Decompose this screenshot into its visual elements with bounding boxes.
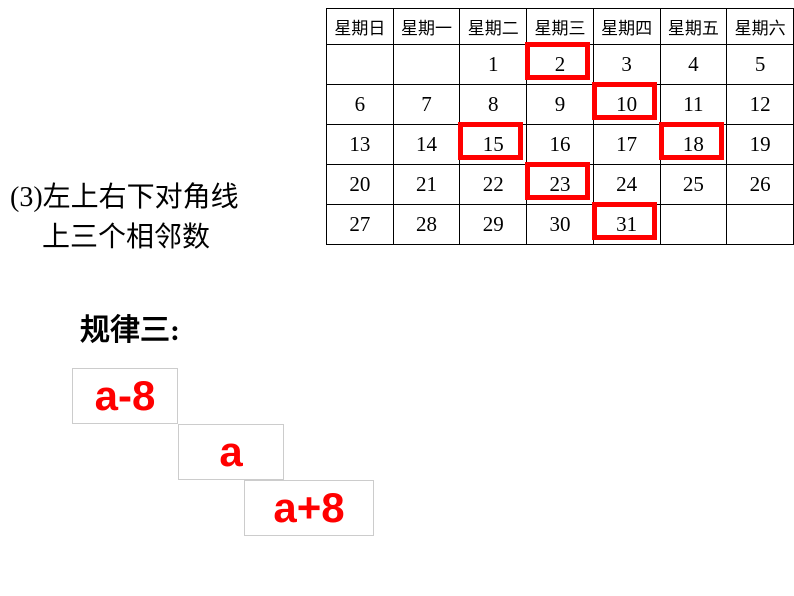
table-row: 27 28 29 30 31	[327, 205, 794, 245]
cell: 27	[327, 205, 394, 245]
table-row: 13 14 15 16 17 18 19	[327, 125, 794, 165]
table-row: 6 7 8 9 10 11 12	[327, 85, 794, 125]
cell: 21	[393, 165, 460, 205]
cell: 7	[393, 85, 460, 125]
cell: 28	[393, 205, 460, 245]
header-sat: 星期六	[727, 9, 794, 45]
cell: 15	[460, 125, 527, 165]
cell: 23	[527, 165, 594, 205]
stair-cell-mid: a	[178, 424, 284, 480]
cell: 17	[593, 125, 660, 165]
calendar-body: 1 2 3 4 5 6 7 8 9 10 11 12 13 14 15 16 1…	[327, 45, 794, 245]
cell: 14	[393, 125, 460, 165]
cell: 24	[593, 165, 660, 205]
calendar-header-row: 星期日 星期一 星期二 星期三 星期四 星期五 星期六	[327, 9, 794, 45]
cell: 8	[460, 85, 527, 125]
calendar-table: 星期日 星期一 星期二 星期三 星期四 星期五 星期六 1 2 3 4 5 6 …	[326, 8, 794, 245]
cell	[327, 45, 394, 85]
cell	[727, 205, 794, 245]
cell: 10	[593, 85, 660, 125]
cell: 25	[660, 165, 727, 205]
header-sun: 星期日	[327, 9, 394, 45]
cell: 20	[327, 165, 394, 205]
stair-cell-top: a-8	[72, 368, 178, 424]
cell: 3	[593, 45, 660, 85]
cell: 9	[527, 85, 594, 125]
cell: 31	[593, 205, 660, 245]
rule-label: 规律三:	[80, 305, 180, 349]
header-mon: 星期一	[393, 9, 460, 45]
table-row: 20 21 22 23 24 25 26	[327, 165, 794, 205]
cell: 2	[527, 45, 594, 85]
header-wed: 星期三	[527, 9, 594, 45]
cell: 16	[527, 125, 594, 165]
cell	[660, 205, 727, 245]
cell: 22	[460, 165, 527, 205]
cell: 4	[660, 45, 727, 85]
header-fri: 星期五	[660, 9, 727, 45]
cell	[393, 45, 460, 85]
cell: 18	[660, 125, 727, 165]
cell: 6	[327, 85, 394, 125]
cell: 1	[460, 45, 527, 85]
header-tue: 星期二	[460, 9, 527, 45]
description-line-1: (3)左上右下对角线	[10, 175, 239, 215]
cell: 11	[660, 85, 727, 125]
header-thu: 星期四	[593, 9, 660, 45]
description-line-2: 上三个相邻数	[42, 215, 210, 255]
cell: 30	[527, 205, 594, 245]
cell: 5	[727, 45, 794, 85]
table-row: 1 2 3 4 5	[327, 45, 794, 85]
cell: 13	[327, 125, 394, 165]
cell: 26	[727, 165, 794, 205]
cell: 19	[727, 125, 794, 165]
cell: 12	[727, 85, 794, 125]
cell: 29	[460, 205, 527, 245]
stair-cell-bot: a+8	[244, 480, 374, 536]
